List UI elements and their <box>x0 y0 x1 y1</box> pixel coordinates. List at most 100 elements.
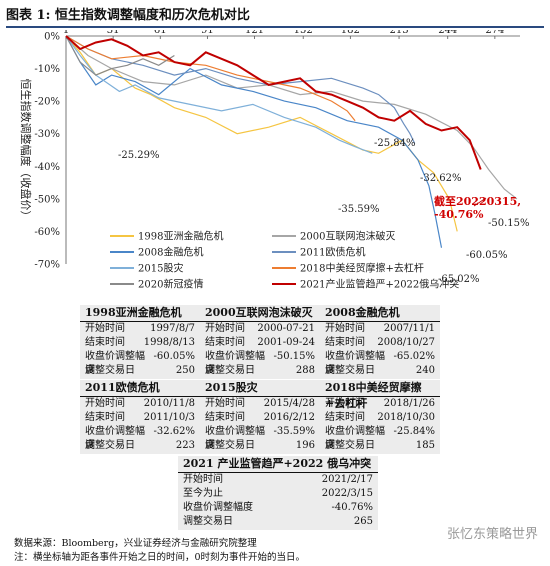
table1-header: 1998亚洲金融危机 <box>85 306 182 319</box>
table-cell: 结束时间 2001-09-24 <box>200 336 320 350</box>
figure-title: 图表 1: 恒生指数调整幅度和历次危机对比 <box>6 4 544 28</box>
cell-value: -40.76% <box>331 502 373 513</box>
legend-label: 2021产业监管趋严+2022俄乌冲突 <box>300 278 459 291</box>
table1-header: 2008金融危机 <box>325 306 400 319</box>
highlight-annotation: 截至20220315, <box>434 194 521 208</box>
series-line <box>65 35 443 248</box>
cell-label: 收盘价调整幅度 <box>85 351 145 376</box>
series-line <box>65 35 373 154</box>
cell-label: 调整交易日 <box>85 365 135 376</box>
cell-value: 265 <box>353 516 373 527</box>
value-annotation: -60.05% <box>466 250 508 261</box>
table-cell: 收盘价调整幅度 -60.05% <box>80 350 200 376</box>
cell-label: 开始时间 <box>205 323 245 334</box>
y-tick-label: -60% <box>34 227 60 238</box>
cell-value: -32.62% <box>153 426 195 437</box>
y-tick-label: -50% <box>34 194 60 205</box>
cell-label: 结束时间 <box>205 412 245 423</box>
watermark: 张忆东策略世界 <box>446 527 538 542</box>
legend-label: 1998亚洲金融危机 <box>138 230 223 243</box>
table-cell: 结束时间 2018/10/30 <box>320 411 440 425</box>
highlight-annotation: -40.76% <box>434 208 484 221</box>
table-cell: 调整交易日 196 <box>200 439 320 453</box>
x-tick-label: 31 <box>107 30 120 36</box>
y-tick-label: -40% <box>34 162 60 173</box>
cell-label: 收盘价调整幅度 <box>325 351 385 376</box>
cell-value: -65.02% <box>393 351 435 362</box>
table-cell: 结束时间 2016/2/12 <box>200 411 320 425</box>
value-annotation: -50.15% <box>488 218 530 229</box>
y-tick-label: -10% <box>34 64 60 75</box>
cell-value: 240 <box>415 365 435 376</box>
legend-label: 2018中美经贸摩擦+去杠杆 <box>300 262 424 275</box>
cell-label: 调整交易日 <box>325 365 375 376</box>
table3-header: 2021 产业监管趋严+2022 俄乌冲突 <box>178 456 378 473</box>
cell-value: 2022/3/15 <box>321 488 373 499</box>
table-cell: 结束时间 2008/10/27 <box>320 336 440 350</box>
cell-value: 2021/2/17 <box>321 474 373 485</box>
x-tick-label: 152 <box>294 30 313 36</box>
cell-label: 调整交易日 <box>325 440 375 451</box>
cell-label: 开始时间 <box>205 398 245 409</box>
cell-value: -60.05% <box>153 351 195 362</box>
cell-label: 至今为止 <box>183 488 223 499</box>
table-row: 收盘价调整幅度 -40.76% <box>178 501 378 515</box>
cell-value: 250 <box>175 365 195 376</box>
table-row: 收盘价调整幅度 -60.05% 收盘价调整幅度 -50.15% 收盘价调整幅度 -65.0… <box>80 350 440 376</box>
table2-header: 2015股灾 <box>205 381 258 394</box>
table-row: 收盘价调整幅度 -32.62% 收盘价调整幅度 -35.59% 收盘价调整幅度 -25.8… <box>80 425 440 451</box>
cell-label: 结束时间 <box>85 412 125 423</box>
cell-value: 2018/1/26 <box>383 398 435 409</box>
table-row: 至今为止 2022/3/15 <box>178 487 378 501</box>
table-row: 开始时间 1997/8/7 开始时间 2000-07-21 开始时间 2007/11/1 <box>80 322 440 336</box>
cell-value: 2010/11/8 <box>143 398 195 409</box>
cell-label: 结束时间 <box>205 337 245 348</box>
x-tick-label: 213 <box>389 30 408 36</box>
table-row: 调整交易日 265 <box>178 515 378 529</box>
cell-value: 2001-09-24 <box>257 337 315 348</box>
legend-label: 2000互联网泡沫破灭 <box>300 230 395 243</box>
table-cell: 调整交易日 288 <box>200 364 320 378</box>
table-cell: 收盘价调整幅度 -65.02% <box>320 350 440 376</box>
x-tick-label: 121 <box>245 30 264 36</box>
value-annotation: -25.84% <box>374 138 416 149</box>
cell-label: 调整交易日 <box>205 365 255 376</box>
value-annotation: -65.02% <box>438 274 480 285</box>
series-line <box>65 35 416 144</box>
table-cell: 调整交易日 223 <box>80 439 200 453</box>
table-cell: 收盘价调整幅度 -50.15% <box>200 350 320 376</box>
table-cell: 收盘价调整幅度 -40.76% <box>178 501 378 515</box>
series-line <box>65 35 356 122</box>
cell-value: 2016/2/12 <box>263 412 315 423</box>
table-row: 结束时间 1998/8/13 结束时间 2001-09-24 结束时间 2008/10/2… <box>80 336 440 350</box>
cell-label: 收盘价调整幅度 <box>325 426 385 451</box>
legend-label: 2008金融危机 <box>138 246 203 259</box>
table-cell: 收盘价调整幅度 -25.84% <box>320 425 440 451</box>
cell-label: 开始时间 <box>85 398 125 409</box>
x-tick-label: 274 <box>485 30 504 36</box>
table-row: 结束时间 2011/10/3 结束时间 2016/2/12 结束时间 2018/10/30 <box>80 411 440 425</box>
cell-label: 开始时间 <box>183 474 223 485</box>
y-tick-label: 0% <box>44 32 60 43</box>
cell-label: 调整交易日 <box>183 516 233 527</box>
value-annotation: -32.62% <box>420 173 462 184</box>
cell-value: 2007/11/1 <box>383 323 435 334</box>
table-cell: 结束时间 1998/8/13 <box>80 336 200 350</box>
legend-label: 2020新冠疫情 <box>138 278 203 291</box>
x-tick-label: 61 <box>154 30 167 36</box>
cell-value: 2015/4/28 <box>263 398 315 409</box>
table-cell: 调整交易日 265 <box>178 515 378 529</box>
table-cell: 调整交易日 185 <box>320 439 440 453</box>
table-cell: 开始时间 2007/11/1 <box>320 322 440 336</box>
table-cell: 开始时间 2010/11/8 <box>80 397 200 411</box>
cell-value: 2000-07-21 <box>257 323 315 334</box>
cell-value: 196 <box>295 440 315 451</box>
source-note: 数据来源：Bloomberg，兴业证券经济与金融研究院整理 <box>14 538 257 549</box>
table-row: 开始时间 2021/2/17 <box>178 473 378 487</box>
table2-header: 2011欧债危机 <box>85 381 160 394</box>
crisis-table-1: 1998亚洲金融危机 2000互联网泡沫破灭 2008金融危机 开始时间 1997/8… <box>80 305 440 379</box>
table-cell: 开始时间 2015/4/28 <box>200 397 320 411</box>
x-tick-label: 1 <box>63 30 69 36</box>
crisis-table-2: 2011欧债危机 2015股灾 2018中美经贸摩擦+去杠杆 开始时间 2010/11… <box>80 380 440 454</box>
y-tick-label: -30% <box>34 129 60 140</box>
